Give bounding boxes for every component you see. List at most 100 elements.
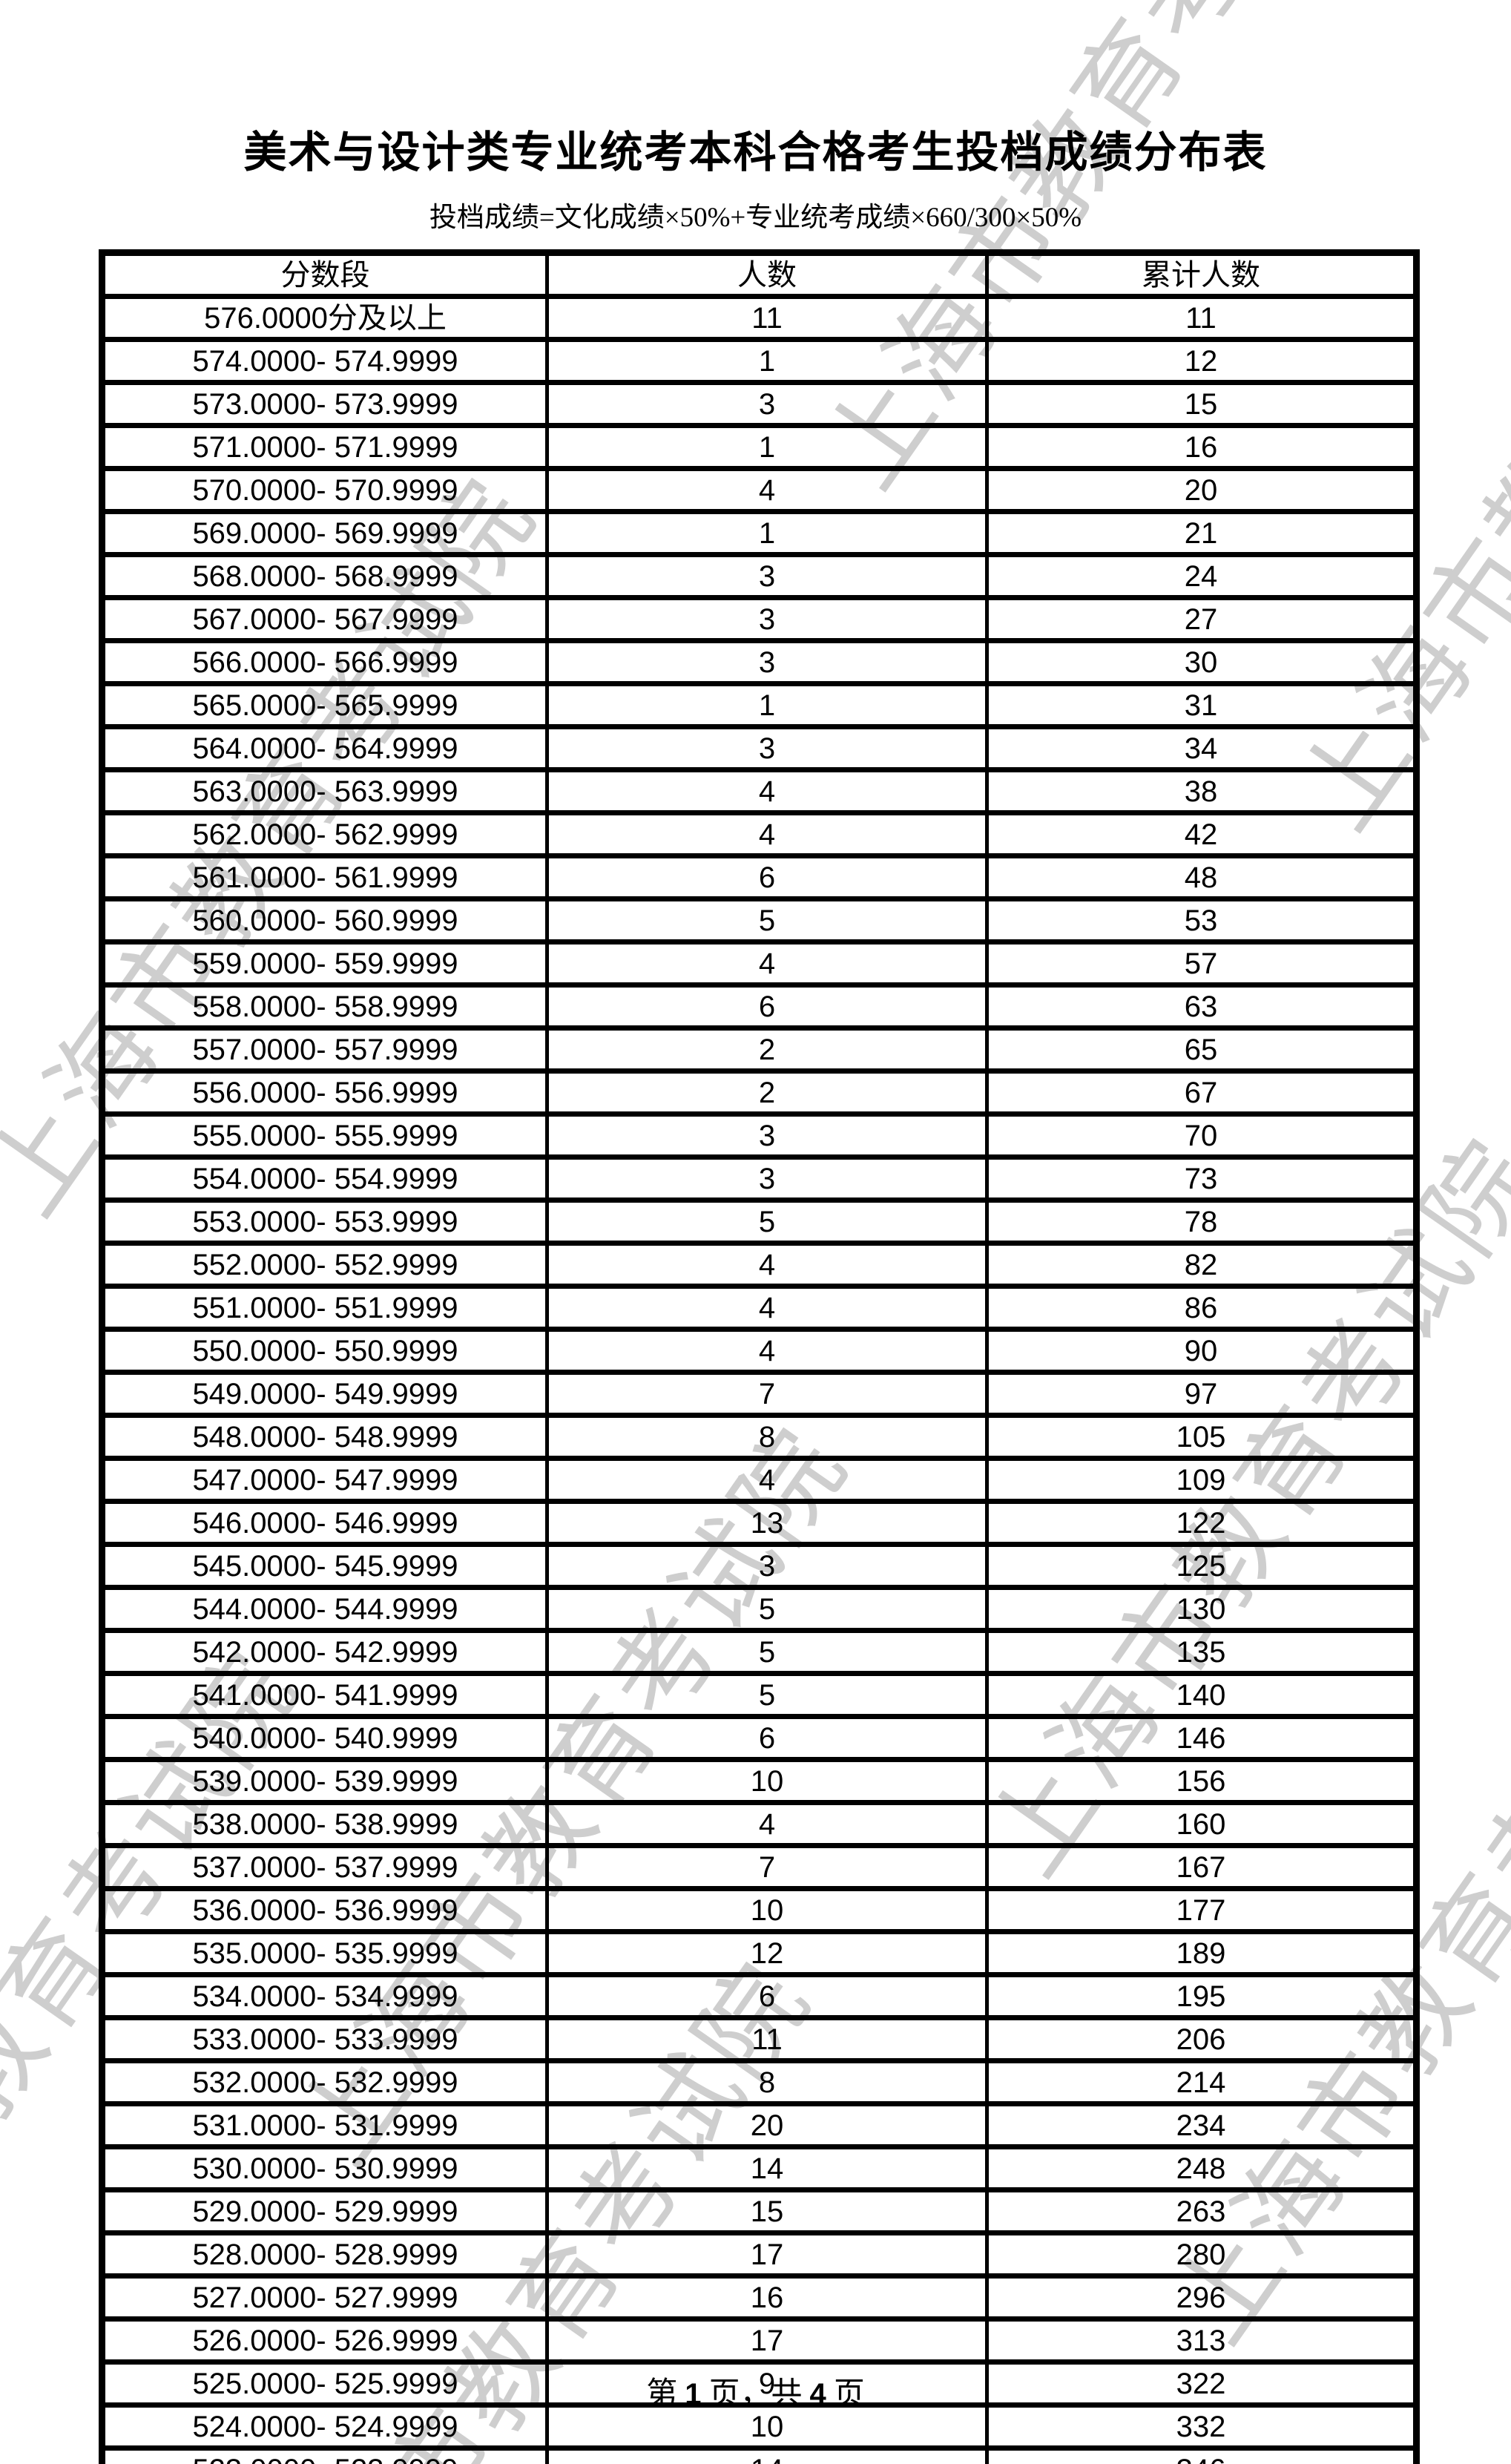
- cell-score-range: 531.0000- 531.9999: [100, 2101, 549, 2149]
- table-row: 552.0000- 552.9999 4 82: [100, 1241, 1418, 1289]
- cell-cumulative-count: 78: [985, 1197, 1418, 1246]
- cell-cumulative-count: 109: [985, 1456, 1418, 1504]
- table-row: 525.0000- 525.9999 9 322: [100, 2359, 1418, 2408]
- cell-cumulative-count: 20: [985, 466, 1418, 514]
- cell-cumulative-count: 346: [985, 2445, 1418, 2464]
- cell-score-range: 528.0000- 528.9999: [100, 2230, 549, 2279]
- cell-count: 3: [545, 595, 989, 643]
- cell-score-range: 556.0000- 556.9999: [100, 1068, 549, 1117]
- score-distribution-table: 分数段 人数 累计人数 576.0000分及以上 11 11 574.0000- 57…: [99, 249, 1420, 2464]
- cell-score-range: 535.0000- 535.9999: [100, 1929, 549, 1977]
- table-row: 540.0000- 540.9999 6 146: [100, 1714, 1418, 1762]
- table-row: 527.0000- 527.9999 16 296: [100, 2273, 1418, 2322]
- cell-count: 6: [545, 853, 989, 901]
- cell-cumulative-count: 140: [985, 1671, 1418, 1719]
- table-header-row: 分数段 人数 累计人数: [100, 250, 1418, 299]
- table-row: 570.0000- 570.9999 4 20: [100, 466, 1418, 514]
- cell-score-range: 550.0000- 550.9999: [100, 1327, 549, 1375]
- footer-middle: 页，共: [708, 2377, 803, 2411]
- cell-cumulative-count: 24: [985, 552, 1418, 600]
- score-table-body: 576.0000分及以上 11 11 574.0000- 574.9999 1 12 573…: [100, 294, 1418, 2464]
- cell-count: 11: [545, 2015, 989, 2063]
- table-row: 568.0000- 568.9999 3 24: [100, 552, 1418, 600]
- cell-score-range: 527.0000- 527.9999: [100, 2273, 549, 2322]
- cell-count: 6: [545, 1714, 989, 1762]
- cell-count: 1: [545, 423, 989, 471]
- header-count: 人数: [545, 250, 989, 299]
- cell-count: 8: [545, 1413, 989, 1461]
- cell-cumulative-count: 97: [985, 1370, 1418, 1418]
- cell-count: 4: [545, 1327, 989, 1375]
- cell-count: 3: [545, 1111, 989, 1160]
- cell-score-range: 551.0000- 551.9999: [100, 1284, 549, 1332]
- table-row: 576.0000分及以上 11 11: [100, 294, 1418, 342]
- table-row: 538.0000- 538.9999 4 160: [100, 1800, 1418, 1848]
- cell-count: 16: [545, 2273, 989, 2322]
- cell-score-range: 548.0000- 548.9999: [100, 1413, 549, 1461]
- footer-total-pages: 4: [809, 2378, 826, 2411]
- table-row: 550.0000- 550.9999 4 90: [100, 1327, 1418, 1375]
- cell-count: 9: [545, 2359, 989, 2408]
- cell-score-range: 559.0000- 559.9999: [100, 939, 549, 988]
- cell-count: 4: [545, 1800, 989, 1848]
- table-row: 560.0000- 560.9999 5 53: [100, 896, 1418, 944]
- cell-score-range: 542.0000- 542.9999: [100, 1628, 549, 1676]
- cell-count: 7: [545, 1843, 989, 1891]
- table-row: 551.0000- 551.9999 4 86: [100, 1284, 1418, 1332]
- footer-suffix: 页: [833, 2377, 865, 2411]
- cell-score-range: 533.0000- 533.9999: [100, 2015, 549, 2063]
- cell-cumulative-count: 48: [985, 853, 1418, 901]
- cell-count: 4: [545, 466, 989, 514]
- table-row: 554.0000- 554.9999 3 73: [100, 1154, 1418, 1203]
- cell-score-range: 532.0000- 532.9999: [100, 2058, 549, 2106]
- cell-cumulative-count: 16: [985, 423, 1418, 471]
- cell-count: 3: [545, 380, 989, 428]
- cell-cumulative-count: 322: [985, 2359, 1418, 2408]
- table-row: 547.0000- 547.9999 4 109: [100, 1456, 1418, 1504]
- table-row: 526.0000- 526.9999 17 313: [100, 2316, 1418, 2365]
- cell-cumulative-count: 313: [985, 2316, 1418, 2365]
- cell-cumulative-count: 34: [985, 724, 1418, 772]
- table-row: 561.0000- 561.9999 6 48: [100, 853, 1418, 901]
- header-cumulative-count: 累计人数: [985, 250, 1418, 299]
- cell-cumulative-count: 130: [985, 1585, 1418, 1633]
- table-row: 533.0000- 533.9999 11 206: [100, 2015, 1418, 2063]
- table-row: 569.0000- 569.9999 1 21: [100, 509, 1418, 557]
- table-row: 523.0000- 523.999914346: [100, 2445, 1418, 2464]
- page-footer: 第 1 页，共 4 页: [0, 2368, 1511, 2414]
- cell-cumulative-count: 73: [985, 1154, 1418, 1203]
- cell-score-range: 576.0000分及以上: [100, 294, 549, 342]
- cell-score-range: 534.0000- 534.9999: [100, 1972, 549, 2020]
- cell-count: 17: [545, 2230, 989, 2279]
- cell-cumulative-count: 12: [985, 337, 1418, 385]
- cell-cumulative-count: 70: [985, 1111, 1418, 1160]
- cell-cumulative-count: 90: [985, 1327, 1418, 1375]
- table-row: 537.0000- 537.9999 7 167: [100, 1843, 1418, 1891]
- cell-cumulative-count: 105: [985, 1413, 1418, 1461]
- table-row: 541.0000- 541.9999 5 140: [100, 1671, 1418, 1719]
- cell-score-range: 541.0000- 541.9999: [100, 1671, 549, 1719]
- cell-count: 10: [545, 1886, 989, 1934]
- table-row: 567.0000- 567.9999 3 27: [100, 595, 1418, 643]
- cell-count: 4: [545, 939, 989, 988]
- cell-cumulative-count: 57: [985, 939, 1418, 988]
- cell-count: 5: [545, 1585, 989, 1633]
- cell-score-range: 529.0000- 529.9999: [100, 2187, 549, 2235]
- table-row: 563.0000- 563.9999 4 38: [100, 767, 1418, 815]
- cell-count: 1: [545, 509, 989, 557]
- table-row: 564.0000- 564.9999 3 34: [100, 724, 1418, 772]
- cell-count: 4: [545, 1284, 989, 1332]
- table-row: 535.0000- 535.9999 12 189: [100, 1929, 1418, 1977]
- cell-cumulative-count: 82: [985, 1241, 1418, 1289]
- cell-score-range: 553.0000- 553.9999: [100, 1197, 549, 1246]
- cell-count: 7: [545, 1370, 989, 1418]
- cell-score-range: 545.0000- 545.9999: [100, 1542, 549, 1590]
- cell-cumulative-count: 296: [985, 2273, 1418, 2322]
- cell-score-range: 563.0000- 563.9999: [100, 767, 549, 815]
- table-row: 571.0000- 571.9999 1 16: [100, 423, 1418, 471]
- cell-count: 3: [545, 552, 989, 600]
- cell-cumulative-count: 38: [985, 767, 1418, 815]
- cell-score-range: 546.0000- 546.9999: [100, 1499, 549, 1547]
- cell-cumulative-count: 167: [985, 1843, 1418, 1891]
- table-row: 531.0000- 531.9999 20 234: [100, 2101, 1418, 2149]
